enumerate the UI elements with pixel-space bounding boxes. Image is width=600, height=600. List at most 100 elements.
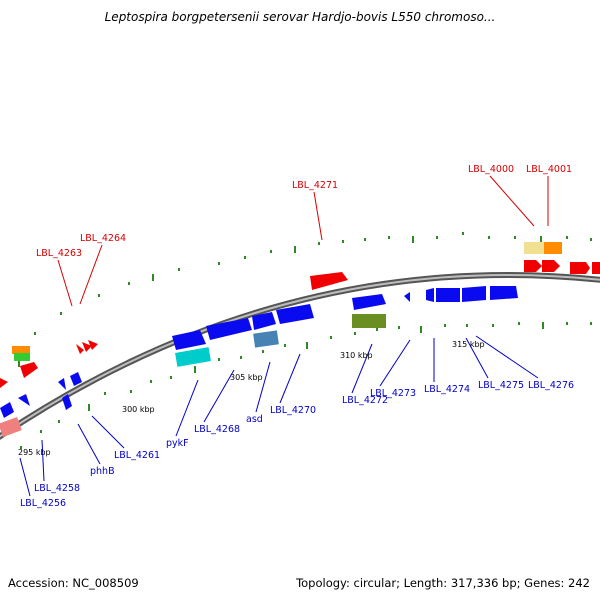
gene-arrow[interactable] [426, 288, 434, 302]
gene-arrow[interactable] [490, 286, 518, 300]
gene-label[interactable]: asd [246, 414, 263, 425]
gene-block[interactable] [592, 262, 600, 274]
gene-label[interactable]: LBL_4273 [370, 388, 416, 399]
tick-mark [20, 446, 22, 449]
label-leader [41, 439, 45, 482]
label-leader [175, 379, 199, 437]
gene-labels: LBL_4263 LBL_4264 LBL_4271 LBL_4000 LBL_4001… [20, 164, 574, 509]
gene-label[interactable]: LBL_4258 [34, 483, 80, 494]
tick-mark [590, 322, 592, 325]
tick-mark [376, 328, 378, 331]
gene-arrow[interactable] [62, 394, 72, 410]
label-leader [203, 369, 235, 423]
gene-arrow[interactable] [310, 272, 348, 290]
gene-label[interactable]: LBL_4271 [292, 180, 338, 191]
page-title: Leptospira borgpetersenii serovar Hardjo… [104, 10, 496, 24]
tick-mark [104, 392, 106, 395]
tick-mark [318, 242, 320, 245]
gene-arrow[interactable] [542, 260, 560, 272]
gene-label[interactable]: pykF [166, 438, 189, 449]
tick-mark [462, 232, 464, 235]
tick-mark [540, 236, 542, 243]
scale-label: 315 kbp [452, 340, 485, 349]
gene-arrow[interactable] [276, 304, 314, 324]
tick-mark [466, 324, 468, 327]
gene-arrow[interactable] [252, 312, 276, 330]
tick-mark [306, 342, 308, 349]
tick-mark [284, 344, 286, 347]
scale-label: 295 kbp [18, 448, 51, 457]
scale-label: 300 kbp [122, 405, 155, 414]
tick-mark [150, 380, 152, 383]
gene-arrow[interactable] [58, 378, 66, 390]
gene-arrow[interactable] [76, 344, 84, 354]
tick-mark [270, 250, 272, 253]
tick-mark [330, 336, 332, 339]
scale-label: 310 kbp [340, 351, 373, 360]
gene-arrow[interactable] [524, 260, 542, 272]
gene-label[interactable]: LBL_4256 [20, 498, 66, 509]
tick-mark [34, 332, 36, 335]
gene-label[interactable]: LBL_4275 [478, 380, 524, 391]
gene-arrow[interactable] [206, 318, 252, 340]
gene-block[interactable] [14, 353, 30, 361]
gene-arrow[interactable] [570, 262, 590, 274]
tick-mark [218, 262, 220, 265]
gene-block[interactable] [175, 347, 211, 367]
gene-arrow[interactable] [436, 288, 460, 302]
tick-mark [492, 324, 494, 327]
tick-mark [152, 274, 154, 281]
tick-mark [294, 246, 296, 253]
gene-label[interactable]: LBL_4274 [424, 384, 470, 395]
gene-arrow[interactable] [172, 330, 206, 350]
gene-block[interactable] [524, 242, 544, 254]
scale-label: 305 kbp [230, 373, 263, 382]
gene-arrow[interactable] [82, 342, 92, 352]
gene-label[interactable]: LBL_4268 [194, 424, 240, 435]
tick-mark [194, 366, 196, 373]
genome-summary: Topology: circular; Length: 317,336 bp; … [296, 576, 590, 590]
tick-mark [354, 332, 356, 335]
gene-block[interactable] [544, 242, 562, 254]
tick-mark [590, 238, 592, 241]
gene-arrow[interactable] [352, 294, 386, 310]
gene-arrow[interactable] [88, 340, 98, 350]
label-leader [255, 361, 271, 413]
gene-block[interactable] [12, 346, 30, 354]
gene-label[interactable]: LBL_4263 [36, 248, 82, 259]
gene-arrow[interactable] [20, 362, 38, 378]
tick-mark [398, 326, 400, 329]
tick-mark [412, 236, 414, 243]
gene-label[interactable]: LBL_4272 [342, 395, 388, 406]
gene-arrow[interactable] [404, 292, 410, 302]
chromosome-backbone-highlight [0, 274, 600, 438]
gene-label[interactable]: phhB [90, 466, 115, 477]
gene-block[interactable] [352, 314, 386, 328]
gene-block[interactable] [0, 417, 22, 437]
inner-genes [0, 286, 518, 437]
tick-mark [218, 358, 220, 361]
gene-label[interactable]: LBL_4001 [526, 164, 572, 175]
gene-label[interactable]: LBL_4270 [270, 405, 316, 416]
label-leader [313, 191, 323, 241]
tick-mark [364, 238, 366, 241]
gene-arrow[interactable] [0, 402, 14, 418]
gene-label[interactable]: LBL_4264 [80, 233, 126, 244]
gene-arrow[interactable] [70, 372, 82, 386]
label-leader [57, 259, 73, 307]
scale-labels: 295 kbp 300 kbp 305 kbp 310 kbp 315 kbp [18, 340, 485, 457]
tick-mark [542, 322, 544, 329]
gene-label[interactable]: LBL_4261 [114, 450, 160, 461]
label-leader [79, 244, 103, 305]
gene-label[interactable]: LBL_4000 [468, 164, 514, 175]
tick-mark [58, 420, 60, 423]
label-leader [77, 423, 101, 465]
gene-label[interactable]: LBL_4276 [528, 380, 574, 391]
gene-block[interactable] [253, 330, 279, 348]
gene-arrow[interactable] [0, 378, 8, 388]
gene-arrow[interactable] [462, 286, 486, 302]
gene-arrow[interactable] [18, 394, 30, 406]
label-leader [91, 415, 125, 449]
label-leader [351, 343, 373, 394]
